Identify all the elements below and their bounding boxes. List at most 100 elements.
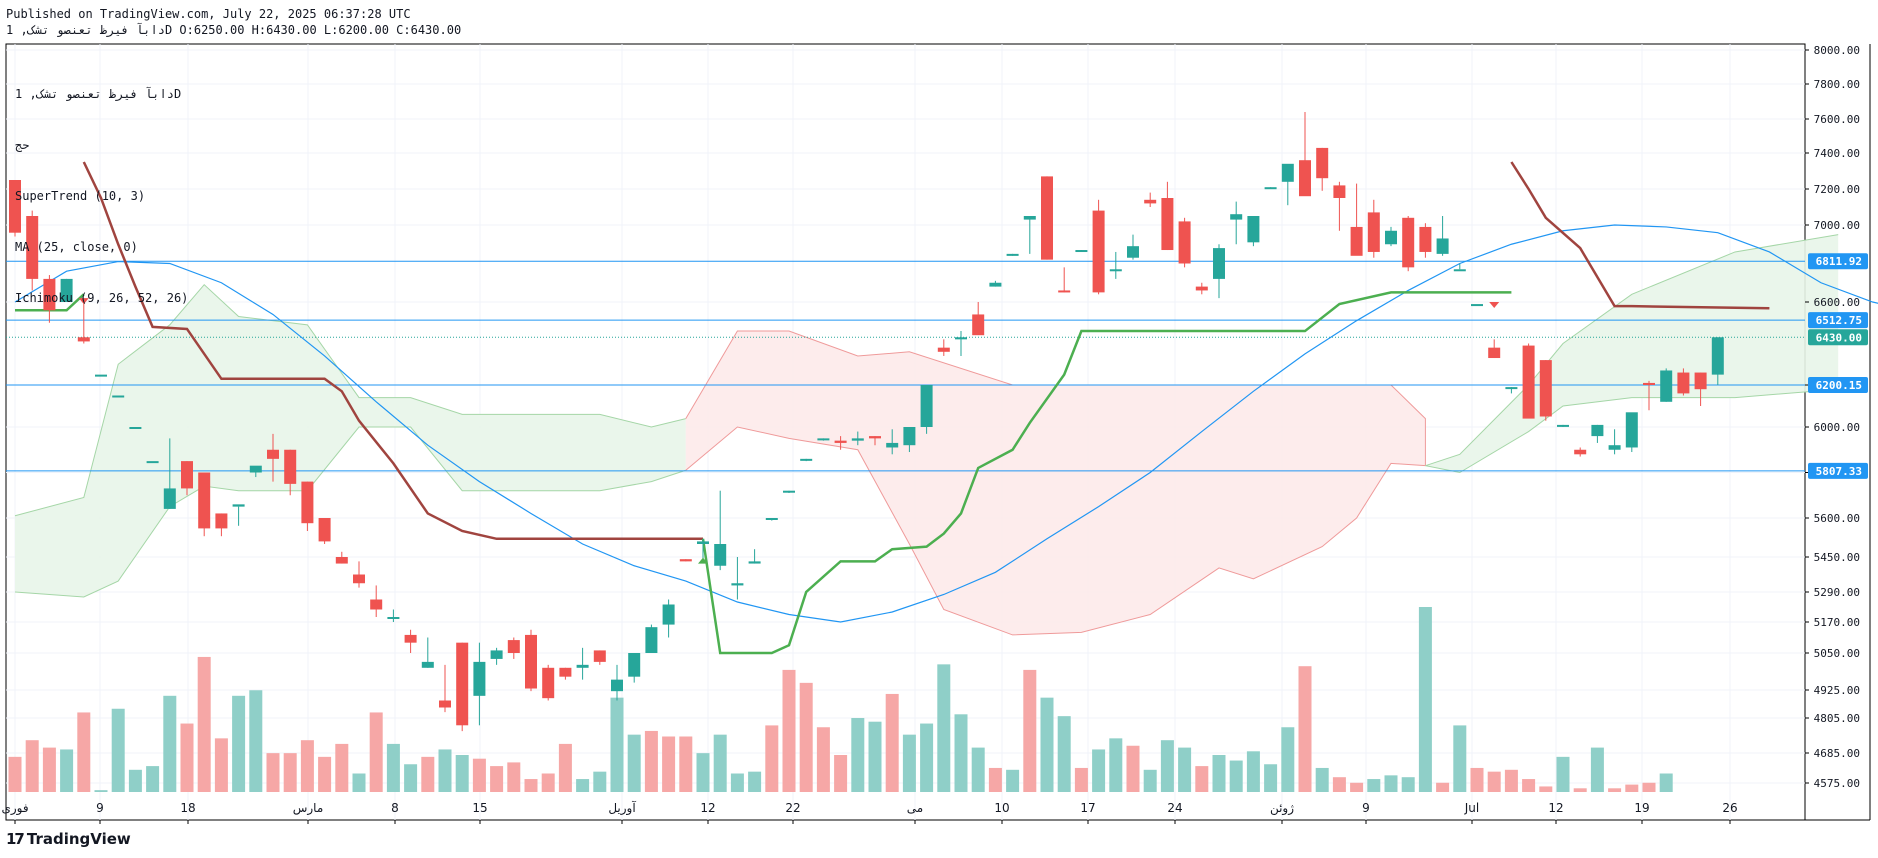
candle-body bbox=[1488, 347, 1501, 359]
legend-ichimoku[interactable]: Ichimoku (9, 26, 52, 26) bbox=[15, 291, 189, 305]
candle-body bbox=[662, 604, 675, 625]
legend-volume[interactable]: حج bbox=[15, 138, 30, 152]
legend-ma[interactable]: MA (25, close, 0) bbox=[15, 240, 138, 254]
candle-body bbox=[1144, 199, 1157, 204]
candle bbox=[559, 667, 572, 680]
volume-bar bbox=[627, 734, 641, 792]
candle-body bbox=[920, 385, 933, 427]
volume-bar bbox=[455, 755, 469, 792]
candle bbox=[490, 647, 503, 665]
chart-header: Published on TradingView.com, July 22, 2… bbox=[6, 6, 461, 38]
volume-bar bbox=[954, 714, 968, 792]
x-tick-label: 12 bbox=[1548, 801, 1563, 815]
candle-body bbox=[1625, 412, 1638, 448]
volume-bar bbox=[197, 656, 211, 792]
candle-body bbox=[1213, 248, 1225, 279]
candle bbox=[972, 302, 985, 336]
candle bbox=[77, 300, 90, 344]
candle-body bbox=[593, 650, 606, 662]
candle bbox=[1385, 226, 1397, 247]
candle bbox=[1178, 217, 1191, 268]
volume-bar bbox=[1350, 782, 1364, 792]
candle bbox=[456, 642, 469, 732]
candle-body bbox=[679, 559, 692, 562]
candle-body bbox=[1574, 449, 1587, 455]
candle bbox=[989, 280, 1002, 287]
candle bbox=[387, 609, 400, 622]
volume-bar bbox=[1556, 756, 1570, 792]
candle bbox=[611, 664, 623, 701]
candle bbox=[249, 465, 262, 478]
y-tick-label: 5450.00 bbox=[1814, 551, 1860, 564]
candle bbox=[1230, 201, 1243, 245]
tradingview-brand: 17 TradingView bbox=[6, 830, 131, 848]
candle-body bbox=[1419, 226, 1432, 252]
volume-bar bbox=[782, 669, 796, 792]
ichimoku-cloud-up bbox=[15, 284, 686, 597]
candle-body bbox=[1402, 217, 1415, 268]
price-label-text: 6200.15 bbox=[1816, 379, 1862, 392]
candle-body bbox=[1471, 304, 1483, 307]
volume-bar bbox=[1023, 669, 1037, 792]
volume-bar bbox=[472, 758, 486, 792]
published-line: Published on TradingView.com, July 22, 2… bbox=[6, 7, 411, 21]
candle bbox=[1522, 343, 1535, 419]
volume-bar bbox=[369, 712, 383, 792]
candle-body bbox=[473, 661, 486, 696]
candle-body bbox=[1247, 216, 1260, 243]
candle-body bbox=[370, 599, 383, 610]
candle bbox=[903, 427, 916, 453]
y-tick-label: 5050.00 bbox=[1814, 647, 1860, 660]
candle-body bbox=[989, 282, 1002, 287]
candle-body bbox=[697, 541, 709, 544]
candle-body bbox=[249, 465, 262, 473]
volume-bar bbox=[1401, 777, 1415, 792]
candle-body bbox=[1195, 286, 1208, 291]
legend-symbol: دابآ فیرظ تعنصو تشک, 1D bbox=[15, 87, 182, 101]
candle-body bbox=[1230, 214, 1243, 220]
volume-bar bbox=[1590, 747, 1604, 792]
candle-body bbox=[765, 518, 778, 520]
candle bbox=[920, 385, 933, 434]
candle bbox=[748, 549, 761, 564]
x-tick-label: 15 bbox=[472, 801, 487, 815]
volume-bar bbox=[1143, 769, 1157, 792]
candle-body bbox=[284, 449, 297, 484]
candle bbox=[335, 551, 348, 564]
candle-body bbox=[112, 395, 125, 398]
ichimoku-cloud-down bbox=[685, 331, 1426, 635]
legend-supertrend[interactable]: SuperTrend (10, 3) bbox=[15, 189, 146, 203]
candle-body bbox=[1694, 372, 1707, 390]
candle bbox=[421, 637, 434, 668]
candle bbox=[869, 436, 881, 446]
candle-body bbox=[1006, 253, 1019, 256]
candle bbox=[198, 472, 211, 537]
candle-body bbox=[95, 374, 107, 377]
volume-bar bbox=[1573, 788, 1587, 792]
candle-body bbox=[1539, 360, 1552, 417]
candle-body bbox=[1041, 176, 1053, 260]
volume-bar bbox=[1659, 773, 1673, 792]
candle-body bbox=[60, 278, 73, 302]
volume-bar bbox=[1195, 766, 1209, 792]
volume-bar bbox=[1642, 782, 1656, 792]
candle-body bbox=[1385, 230, 1397, 245]
candle-body bbox=[1350, 226, 1363, 256]
price-label-box bbox=[1808, 253, 1868, 270]
candle bbox=[1144, 192, 1157, 207]
x-tick-label: مارس bbox=[293, 801, 324, 816]
x-tick-label: 12 bbox=[700, 801, 715, 815]
candle-body bbox=[129, 427, 142, 429]
candle bbox=[1574, 447, 1587, 457]
candle-body bbox=[783, 490, 795, 493]
volume-bar bbox=[300, 740, 314, 792]
volume-bar bbox=[1057, 716, 1071, 792]
volume-bar bbox=[438, 749, 452, 792]
candle bbox=[26, 210, 39, 291]
volume-bar bbox=[1006, 769, 1020, 792]
y-tick-label: 4805.00 bbox=[1814, 712, 1860, 725]
ma-line bbox=[14, 224, 1878, 623]
candle bbox=[301, 481, 314, 531]
candle bbox=[1488, 339, 1501, 359]
